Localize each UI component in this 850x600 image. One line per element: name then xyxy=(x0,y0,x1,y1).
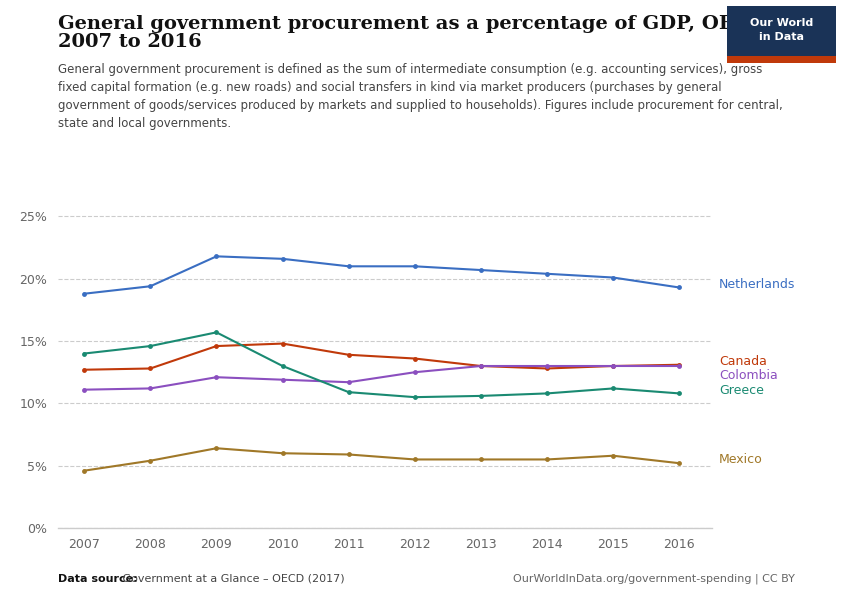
Text: Government at a Glance – OECD (2017): Government at a Glance – OECD (2017) xyxy=(119,574,344,584)
Text: Data source:: Data source: xyxy=(58,574,138,584)
Text: Colombia: Colombia xyxy=(719,370,778,382)
Text: 2007 to 2016: 2007 to 2016 xyxy=(58,33,201,51)
Text: Netherlands: Netherlands xyxy=(719,278,796,292)
Text: Greece: Greece xyxy=(719,385,764,397)
Text: OurWorldInData.org/government-spending | CC BY: OurWorldInData.org/government-spending |… xyxy=(513,574,795,584)
Text: Our World
in Data: Our World in Data xyxy=(750,19,813,41)
Text: General government procurement is defined as the sum of intermediate consumption: General government procurement is define… xyxy=(58,63,783,130)
Text: General government procurement as a percentage of GDP, OECD,: General government procurement as a perc… xyxy=(58,15,772,33)
Text: Mexico: Mexico xyxy=(719,453,762,466)
Text: Canada: Canada xyxy=(719,355,767,368)
